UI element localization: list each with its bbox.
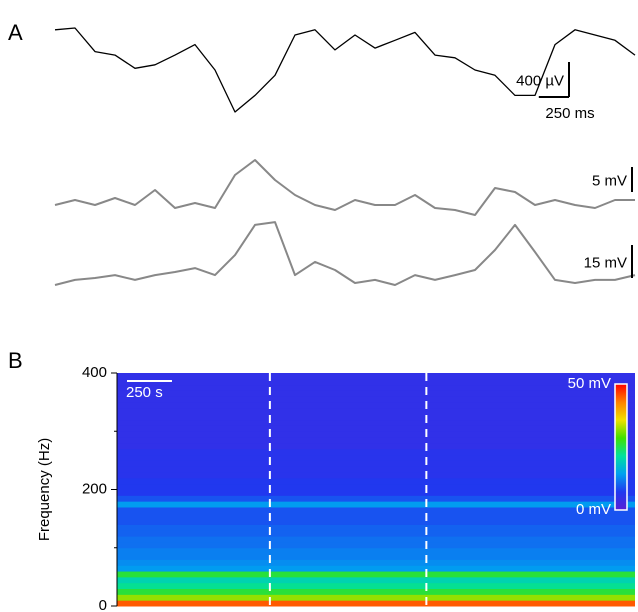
spectrogram-band xyxy=(117,524,635,531)
spectrogram-band xyxy=(117,431,635,438)
y-tick-label: 0 xyxy=(99,597,107,612)
spectrogram-band xyxy=(117,442,635,450)
spectrogram-band xyxy=(117,489,635,496)
spectrogram-band xyxy=(117,396,635,403)
panel-label: A xyxy=(8,20,23,45)
spectrogram-band xyxy=(117,460,635,467)
spectrogram-band xyxy=(117,512,635,520)
spectrogram-band xyxy=(117,454,635,461)
spectrogram-band xyxy=(117,472,635,479)
spectrogram-band xyxy=(117,477,635,485)
y-axis-label: Frequency (Hz) xyxy=(36,438,53,541)
scale-bar-label: 15 mV xyxy=(584,254,627,271)
y-tick-label: 200 xyxy=(82,480,107,497)
spectrogram-band xyxy=(117,425,635,432)
spectrogram-band xyxy=(117,501,635,508)
spectrogram-band xyxy=(117,541,635,549)
spectrogram-band xyxy=(117,413,635,421)
spectrogram-band xyxy=(117,390,635,397)
y-tick-label: 400 xyxy=(82,364,107,381)
spectrogram-band xyxy=(117,559,635,566)
spectrogram xyxy=(117,373,635,607)
spectrogram-band xyxy=(117,466,635,473)
spectrogram-band xyxy=(117,373,635,380)
trace xyxy=(54,27,636,113)
spectrogram-band xyxy=(117,402,635,409)
spectrogram-band xyxy=(117,448,635,456)
panel-label: B xyxy=(8,348,23,373)
scale-bar-label: 5 mV xyxy=(592,172,627,189)
spectrogram-band xyxy=(117,565,635,572)
spectrogram-band xyxy=(117,547,635,555)
spectrogram-band xyxy=(117,419,635,426)
spectrogram-band xyxy=(117,571,635,578)
spectrogram-band xyxy=(117,378,635,386)
spectrogram-band xyxy=(117,483,635,490)
spectrogram-band xyxy=(117,600,635,607)
spectrogram-band xyxy=(117,594,635,601)
spectrogram-band xyxy=(117,518,635,525)
spectrogram-band xyxy=(117,506,635,514)
spectrogram-band xyxy=(117,530,635,537)
spectrogram-band xyxy=(117,384,635,391)
spectrogram-band xyxy=(117,407,635,415)
spectrogram-band xyxy=(117,437,635,444)
trace xyxy=(54,221,636,286)
colorbar xyxy=(614,383,628,511)
spectrogram-band xyxy=(117,588,635,595)
colorbar-label: 50 mV xyxy=(568,375,611,392)
spectrogram-band xyxy=(117,582,635,590)
spectrogram-band xyxy=(117,553,635,560)
scale-bar-label: 250 s xyxy=(126,384,163,401)
spectrogram-band xyxy=(117,576,635,584)
colorbar-label: 0 mV xyxy=(576,501,611,518)
scale-bar-label: 250 ms xyxy=(545,105,594,122)
scale-bar-label: 400 µV xyxy=(516,72,564,89)
spectrogram-band xyxy=(117,536,635,543)
trace xyxy=(54,159,635,216)
spectrogram-band xyxy=(117,495,635,502)
